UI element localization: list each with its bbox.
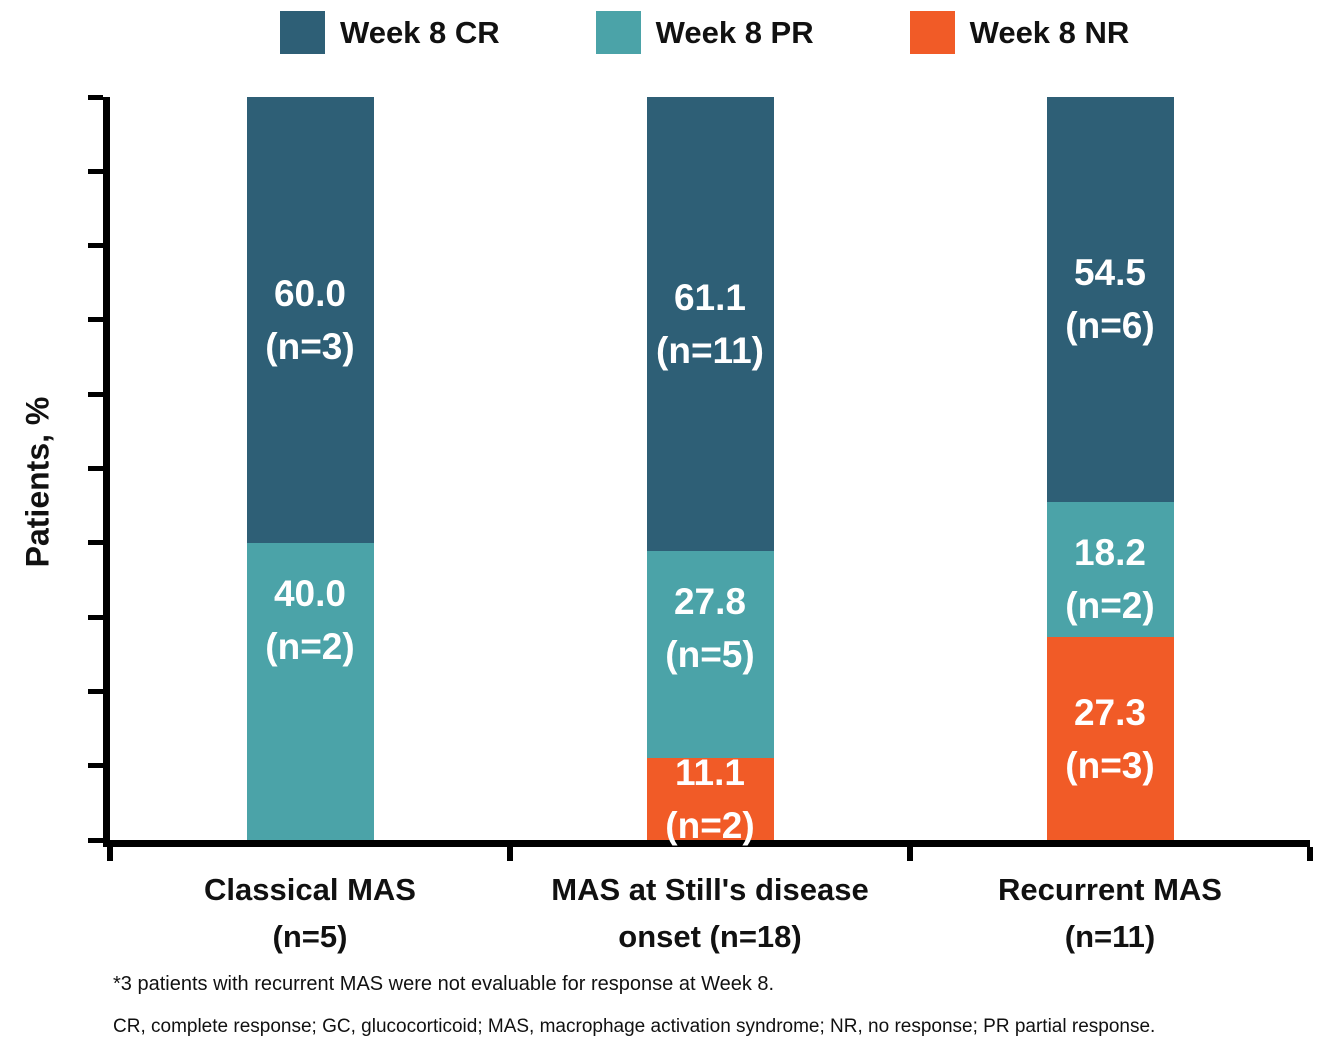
x-axis-category-labels: Classical MAS (n=5) MAS at Still's disease… xyxy=(110,866,1310,960)
bar-segment: 18.2 (n=2) xyxy=(1046,501,1174,638)
x-axis-tick xyxy=(1307,847,1313,861)
y-axis-tick xyxy=(88,168,103,174)
category-label: MAS at Still's disease onset (n=18) xyxy=(551,872,869,954)
legend-label: Week 8 CR xyxy=(340,14,500,50)
bar-segment-label: 54.5 (n=6) xyxy=(1065,252,1155,347)
y-axis-tick xyxy=(88,763,103,769)
bar-segment-label: 18.2 (n=2) xyxy=(1065,531,1155,626)
y-axis-title: Patients, % xyxy=(19,396,56,568)
y-axis-tick xyxy=(88,94,103,100)
legend-swatch-icon xyxy=(280,11,325,54)
y-axis-tick xyxy=(88,837,103,843)
legend-swatch-icon xyxy=(909,11,955,54)
legend-swatch-icon xyxy=(595,11,641,54)
x-axis-tick xyxy=(107,847,113,861)
legend-item-nr: Week 8 NR xyxy=(909,11,1130,54)
x-axis-tick xyxy=(907,847,913,861)
footnote-abbreviations: CR, complete response; GC, glucocorticoi… xyxy=(113,1016,1156,1037)
y-axis-tick xyxy=(88,243,103,249)
legend-item-cr: Week 8 CR xyxy=(280,11,500,54)
bar-segment-label: 27.3 (n=3) xyxy=(1065,691,1155,786)
y-axis-tick xyxy=(88,317,103,323)
category-label: Recurrent MAS (n=11) xyxy=(998,872,1222,954)
y-axis-tick xyxy=(88,614,103,620)
y-axis-tick xyxy=(88,391,103,397)
bar-segment: 61.1 (n=11) xyxy=(646,97,774,551)
legend-item-pr: Week 8 PR xyxy=(595,11,814,54)
category-label: Classical MAS (n=5) xyxy=(204,872,416,954)
y-axis-tick xyxy=(88,466,103,471)
bar-segment: 60.0 (n=3) xyxy=(246,97,374,543)
bar-segment-label: 60.0 (n=3) xyxy=(265,272,355,367)
legend-label: Week 8 PR xyxy=(655,14,814,50)
y-axis-tick xyxy=(88,540,103,546)
bar-segment: 11.1 (n=2) xyxy=(646,752,774,846)
bar-segment-label: 61.1 (n=11) xyxy=(656,276,764,371)
bar-segment: 27.3 (n=3) xyxy=(1046,637,1174,840)
bar-segment-label: 40.0 (n=2) xyxy=(265,572,355,667)
bar-segment: 40.0 (n=2) xyxy=(246,542,374,840)
bar-segment-label: 27.8 (n=5) xyxy=(665,580,755,675)
y-axis-tick xyxy=(88,688,103,694)
bar-segment: 54.5 (n=6) xyxy=(1046,97,1174,502)
x-axis-tick xyxy=(507,847,513,861)
bar-segment: 27.8 (n=5) xyxy=(646,550,774,758)
legend: Week 8 CR Week 8 PR Week 8 NR xyxy=(280,11,1129,54)
bar-segment-label: 11.1 (n=2) xyxy=(665,751,755,846)
legend-label: Week 8 NR xyxy=(969,14,1130,50)
plot-area: 40.0 (n=2) 60.0 (n=3) 11.1 (n=2) 27.8 (n=5) 61.1… xyxy=(88,94,1313,861)
footnote-asterisk: *3 patients with recurrent MAS were not … xyxy=(113,973,775,995)
